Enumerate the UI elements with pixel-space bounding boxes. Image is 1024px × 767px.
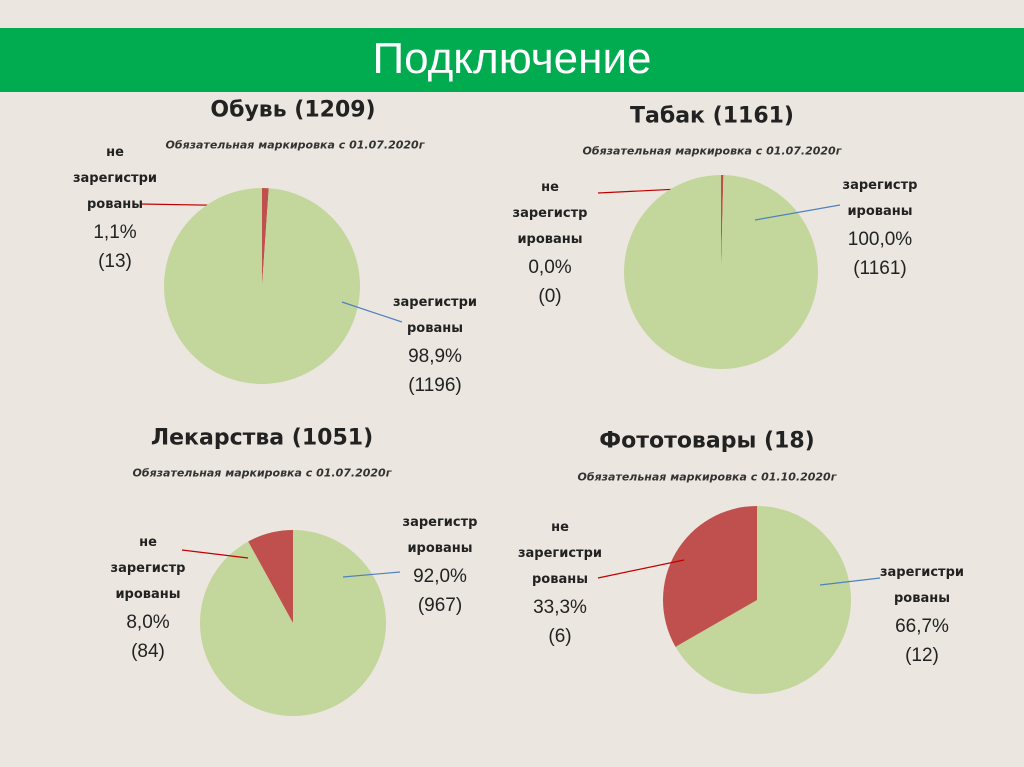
data-label-text: ированы: [407, 541, 473, 556]
pie-slice-reg: [623, 175, 818, 370]
pie-slice-reg: [675, 506, 851, 695]
data-label-unreg: не зарегистр ированы 0,0% (0): [505, 175, 595, 311]
data-label-count: (12): [905, 645, 939, 666]
data-label-text: зарегистри: [72, 171, 157, 186]
data-label-percent: 100,0%: [847, 229, 913, 250]
data-label-text: ированы: [847, 204, 913, 219]
data-label-count: (1196): [408, 375, 462, 396]
chart-subtitle: Обязательная маркировка с 01.07.2020г: [165, 138, 425, 152]
data-label-percent: 8,0%: [126, 612, 170, 633]
chart-title: Обувь (1209): [210, 97, 376, 123]
pie-slice-unreg: [663, 505, 757, 647]
data-label-percent: 92,0%: [413, 566, 467, 587]
data-label-reg: зарегистр ированы 100,0% (1161): [835, 173, 925, 283]
pie-slice-unreg: [721, 175, 724, 272]
data-label-text: зарегистр: [842, 178, 918, 193]
chart-title: Табак (1161): [630, 103, 794, 129]
data-label-count: (13): [98, 251, 132, 272]
leader-line-unreg: [597, 559, 685, 579]
leader-line-reg: [341, 301, 403, 323]
data-label-text: ированы: [115, 587, 181, 602]
data-label-text: зарегистри: [392, 295, 477, 310]
data-label-reg: зарегистри рованы 66,7% (12): [877, 560, 967, 670]
data-label-text: зарегистр: [402, 515, 478, 530]
data-label-text: не: [551, 520, 569, 535]
title-bar: Подключение: [0, 28, 1024, 92]
data-label-count: (1161): [853, 258, 907, 279]
data-label-text: рованы: [894, 591, 950, 606]
data-label-percent: 1,1%: [93, 222, 137, 243]
leader-line-unreg: [181, 549, 249, 559]
data-label-text: рованы: [87, 197, 143, 212]
data-label-percent: 98,9%: [408, 346, 462, 367]
leader-line-reg: [754, 204, 841, 221]
data-label-reg: зарегистр ированы 92,0% (967): [395, 510, 485, 620]
data-label-percent: 66,7%: [895, 616, 949, 637]
pie-slice-unreg: [262, 188, 269, 286]
data-label-unreg: не зарегистри рованы 1,1% (13): [70, 140, 160, 276]
data-label-count: (0): [538, 286, 562, 307]
leader-line-reg: [819, 577, 881, 586]
data-label-percent: 33,3%: [533, 597, 587, 618]
slide-title: Подключение: [372, 34, 652, 83]
data-label-count: (84): [131, 641, 165, 662]
data-label-percent: 0,0%: [528, 257, 572, 278]
data-label-count: (6): [548, 626, 572, 647]
chart-subtitle: Обязательная маркировка с 01.10.2020г: [577, 470, 837, 484]
pie-slice-reg: [200, 530, 387, 716]
data-label-text: не: [139, 535, 157, 550]
chart-subtitle: Обязательная маркировка с 01.07.2020г: [132, 466, 392, 480]
chart-title: Лекарства (1051): [150, 425, 374, 451]
leader-line-reg: [342, 571, 401, 578]
data-label-text: не: [541, 180, 559, 195]
data-label-text: рованы: [407, 321, 463, 336]
data-label-text: рованы: [532, 572, 588, 587]
data-label-text: зарегистри: [879, 565, 964, 580]
data-label-unreg: не зарегистри рованы 33,3% (6): [515, 515, 605, 651]
pie-slice-unreg: [248, 530, 293, 623]
data-label-text: зарегистр: [110, 561, 186, 576]
data-label-reg: зарегистри рованы 98,9% (1196): [390, 290, 480, 400]
data-label-unreg: не зарегистр ированы 8,0% (84): [103, 530, 193, 666]
data-label-text: зарегистри: [517, 546, 602, 561]
data-label-text: зарегистр: [512, 206, 588, 221]
data-label-text: ированы: [517, 232, 583, 247]
data-label-text: не: [106, 145, 124, 160]
chart-title: Фототовары (18): [599, 428, 815, 454]
data-label-count: (967): [417, 595, 463, 616]
pie-slice-reg: [163, 188, 360, 385]
chart-subtitle: Обязательная маркировка с 01.07.2020г: [582, 144, 842, 158]
